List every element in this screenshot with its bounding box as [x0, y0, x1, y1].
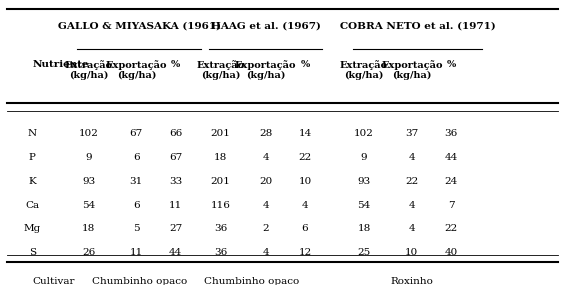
Text: 93: 93 [82, 177, 95, 186]
Text: Exportação
(kg/ha): Exportação (kg/ha) [106, 60, 167, 80]
Text: 4: 4 [262, 153, 269, 162]
Text: 18: 18 [82, 224, 95, 233]
Text: 102: 102 [354, 129, 374, 138]
Text: 44: 44 [445, 153, 458, 162]
Text: Extração
(kg/ha): Extração (kg/ha) [64, 60, 112, 80]
Text: S: S [29, 248, 36, 257]
Text: GALLO & MIYASAKA (1961): GALLO & MIYASAKA (1961) [58, 21, 221, 30]
Text: N: N [28, 129, 37, 138]
Text: HAAG et al. (1967): HAAG et al. (1967) [211, 21, 320, 30]
Text: 44: 44 [169, 248, 182, 257]
Text: 9: 9 [85, 153, 92, 162]
Text: Nutriente: Nutriente [32, 60, 89, 69]
Text: 116: 116 [211, 201, 231, 209]
Text: %: % [446, 60, 456, 69]
Text: 24: 24 [445, 177, 458, 186]
Text: 10: 10 [405, 248, 419, 257]
Text: 67: 67 [130, 129, 143, 138]
Text: 25: 25 [358, 248, 371, 257]
Text: 67: 67 [169, 153, 182, 162]
Text: 40: 40 [445, 248, 458, 257]
Text: 54: 54 [358, 201, 371, 209]
Text: 20: 20 [259, 177, 272, 186]
Text: 28: 28 [259, 129, 272, 138]
Text: 22: 22 [405, 177, 419, 186]
Text: 6: 6 [133, 201, 140, 209]
Text: 18: 18 [358, 224, 371, 233]
Text: %: % [171, 60, 180, 69]
Text: Roxinho: Roxinho [390, 277, 433, 285]
Text: 36: 36 [445, 129, 458, 138]
Text: 66: 66 [169, 129, 182, 138]
Text: 6: 6 [302, 224, 308, 233]
Text: Extração
(kg/ha): Extração (kg/ha) [340, 60, 388, 80]
Text: 22: 22 [298, 153, 312, 162]
Text: 37: 37 [405, 129, 419, 138]
Text: 22: 22 [445, 224, 458, 233]
Text: 4: 4 [262, 248, 269, 257]
Text: Mg: Mg [24, 224, 41, 233]
Text: 6: 6 [133, 153, 140, 162]
Text: Chumbinho opaco: Chumbinho opaco [92, 277, 187, 285]
Text: 5: 5 [133, 224, 140, 233]
Text: 4: 4 [408, 224, 415, 233]
Text: Extração
(kg/ha): Extração (kg/ha) [197, 60, 245, 80]
Text: Exportação
(kg/ha): Exportação (kg/ha) [235, 60, 297, 80]
Text: COBRA NETO et al. (1971): COBRA NETO et al. (1971) [340, 21, 496, 30]
Text: 4: 4 [408, 201, 415, 209]
Text: 93: 93 [358, 177, 371, 186]
Text: Cultivar: Cultivar [32, 277, 75, 285]
Text: 33: 33 [169, 177, 182, 186]
Text: 18: 18 [214, 153, 227, 162]
Text: 9: 9 [360, 153, 367, 162]
Text: 12: 12 [298, 248, 312, 257]
Text: 31: 31 [130, 177, 143, 186]
Text: 11: 11 [169, 201, 182, 209]
Text: 54: 54 [82, 201, 95, 209]
Text: P: P [29, 153, 36, 162]
Text: 36: 36 [214, 224, 227, 233]
Text: 27: 27 [169, 224, 182, 233]
Text: 26: 26 [82, 248, 95, 257]
Text: 7: 7 [448, 201, 454, 209]
Text: 102: 102 [79, 129, 98, 138]
Text: 201: 201 [211, 129, 231, 138]
Text: 14: 14 [298, 129, 312, 138]
Text: Ca: Ca [25, 201, 40, 209]
Text: Chumbinho opaco: Chumbinho opaco [204, 277, 299, 285]
Text: 201: 201 [211, 177, 231, 186]
Text: 10: 10 [298, 177, 312, 186]
Text: 4: 4 [408, 153, 415, 162]
Text: 11: 11 [130, 248, 143, 257]
Text: 4: 4 [302, 201, 308, 209]
Text: %: % [301, 60, 310, 69]
Text: 2: 2 [262, 224, 269, 233]
Text: 4: 4 [262, 201, 269, 209]
Text: K: K [28, 177, 36, 186]
Text: Exportação
(kg/ha): Exportação (kg/ha) [381, 60, 442, 80]
Text: 36: 36 [214, 248, 227, 257]
